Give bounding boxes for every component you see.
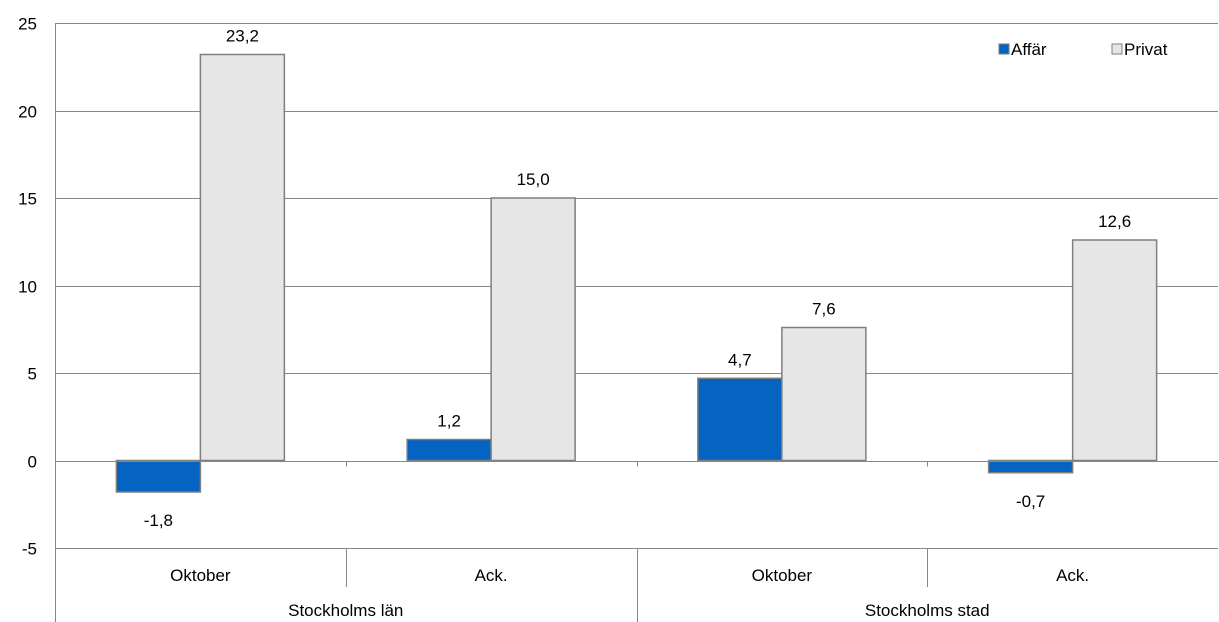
bar-privat [199, 53, 286, 462]
bar-affar [115, 459, 202, 493]
legend-swatch-privat [1111, 43, 1123, 55]
bars [115, 53, 1158, 493]
y-tick-label: 20 [18, 103, 37, 122]
legend-swatch-affar [998, 43, 1010, 55]
bar-privat [1071, 239, 1158, 462]
axes [55, 23, 1218, 622]
data-label: 7,6 [812, 300, 836, 319]
bar-privat [781, 326, 867, 462]
bar-affar [406, 438, 492, 462]
bar-affar [987, 459, 1074, 474]
legend-label: Affär [1011, 40, 1047, 59]
data-label: -0,7 [1016, 492, 1045, 511]
data-label: 15,0 [517, 170, 550, 189]
data-label: 1,2 [437, 412, 461, 431]
y-tick-label: -5 [22, 540, 37, 559]
y-tick-label: 0 [28, 453, 37, 472]
data-label: -1,8 [144, 511, 173, 530]
data-label: 12,6 [1098, 212, 1131, 231]
legend: Affär Privat [998, 40, 1168, 59]
labels: -5 0 5 10 15 20 25 -1,8 23,2 Oktober 1,2 15,0 Ack. 4,… [18, 15, 1131, 621]
y-tick-label: 10 [18, 278, 37, 297]
bar-affar [697, 377, 783, 462]
y-tick-label: 5 [28, 365, 37, 384]
legend-label: Privat [1124, 40, 1168, 59]
category-label: Oktober [170, 566, 231, 585]
category-label: Oktober [752, 566, 813, 585]
y-tick-label: 15 [18, 190, 37, 209]
bar-privat [490, 197, 576, 462]
group-label: Stockholms län [288, 601, 403, 620]
y-tick-label: 25 [18, 15, 37, 34]
group-label: Stockholms stad [865, 601, 990, 620]
category-label: Ack. [475, 566, 508, 585]
data-label: 4,7 [728, 350, 752, 369]
category-label: Ack. [1056, 566, 1089, 585]
data-label: 23,2 [226, 27, 259, 46]
